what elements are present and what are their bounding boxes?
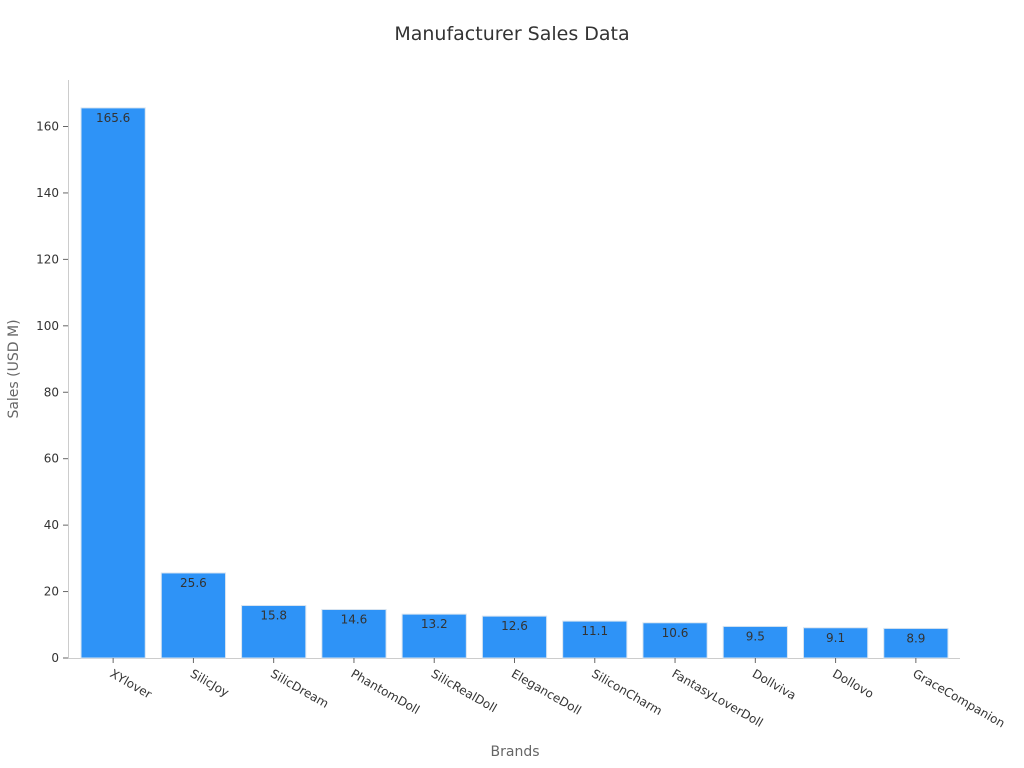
x-tick-label: EleganceDoll — [509, 666, 584, 717]
bar — [722, 625, 788, 659]
y-tick-label: 100 — [36, 319, 59, 333]
bar-value-label: 25.6 — [180, 576, 207, 590]
bar-value-label: 13.2 — [421, 617, 448, 631]
y-tick-label: 60 — [44, 452, 59, 466]
bar-value-label: 12.6 — [501, 619, 528, 633]
y-ticks: 0 20 40 60 80 100 120 140 160 — [36, 120, 68, 665]
bar — [883, 627, 949, 659]
bar-value-label: 9.5 — [746, 629, 765, 643]
y-tick-label: 0 — [51, 651, 59, 665]
x-tick-label: Dollviva — [750, 666, 799, 702]
bars: 165.6 25.6 15.8 14.6 13.2 12.6 11.1 10.6 9.5 9.1 8… — [80, 107, 949, 659]
x-tick-label: SilicRealDoll — [429, 666, 500, 715]
bar — [321, 609, 387, 659]
bar-value-label: 10.6 — [662, 626, 689, 640]
x-tick-label: Dollovo — [830, 666, 876, 701]
bar — [642, 622, 708, 659]
x-tick-label: SilicJoy — [188, 666, 232, 699]
chart-title: Manufacturer Sales Data — [394, 23, 629, 45]
x-tick-label: GraceCompanion — [910, 666, 1007, 730]
bar-value-label: 14.6 — [341, 613, 368, 627]
bar — [80, 107, 146, 659]
bar-value-label: 11.1 — [581, 624, 608, 638]
y-tick-label: 140 — [36, 186, 59, 200]
bar — [241, 605, 307, 659]
x-tick-label: PhantomDoll — [348, 666, 422, 717]
bar — [401, 613, 467, 659]
bar — [481, 615, 548, 659]
bar-value-label: 9.1 — [826, 631, 845, 645]
bar-value-label: 165.6 — [96, 111, 130, 125]
y-tick-label: 20 — [44, 585, 59, 599]
bar-value-label: 15.8 — [260, 609, 287, 623]
bar — [160, 572, 227, 659]
x-tick-label: SilicDream — [268, 666, 331, 710]
x-axis-label: Brands — [491, 744, 540, 760]
x-tick-label: SiliconCharm — [589, 666, 664, 718]
bar — [802, 627, 869, 659]
bar — [562, 620, 628, 659]
y-tick-label: 40 — [44, 518, 59, 532]
y-tick-label: 80 — [44, 385, 59, 399]
bar-value-label: 8.9 — [906, 631, 925, 645]
x-tick-label: XYlover — [108, 666, 155, 701]
y-axis-label: Sales (USD M) — [6, 319, 22, 418]
y-tick-label: 120 — [36, 252, 59, 266]
x-ticks: XYlover SilicJoy SilicDream PhantomDoll Sili… — [108, 658, 1007, 731]
y-tick-label: 160 — [36, 120, 59, 134]
